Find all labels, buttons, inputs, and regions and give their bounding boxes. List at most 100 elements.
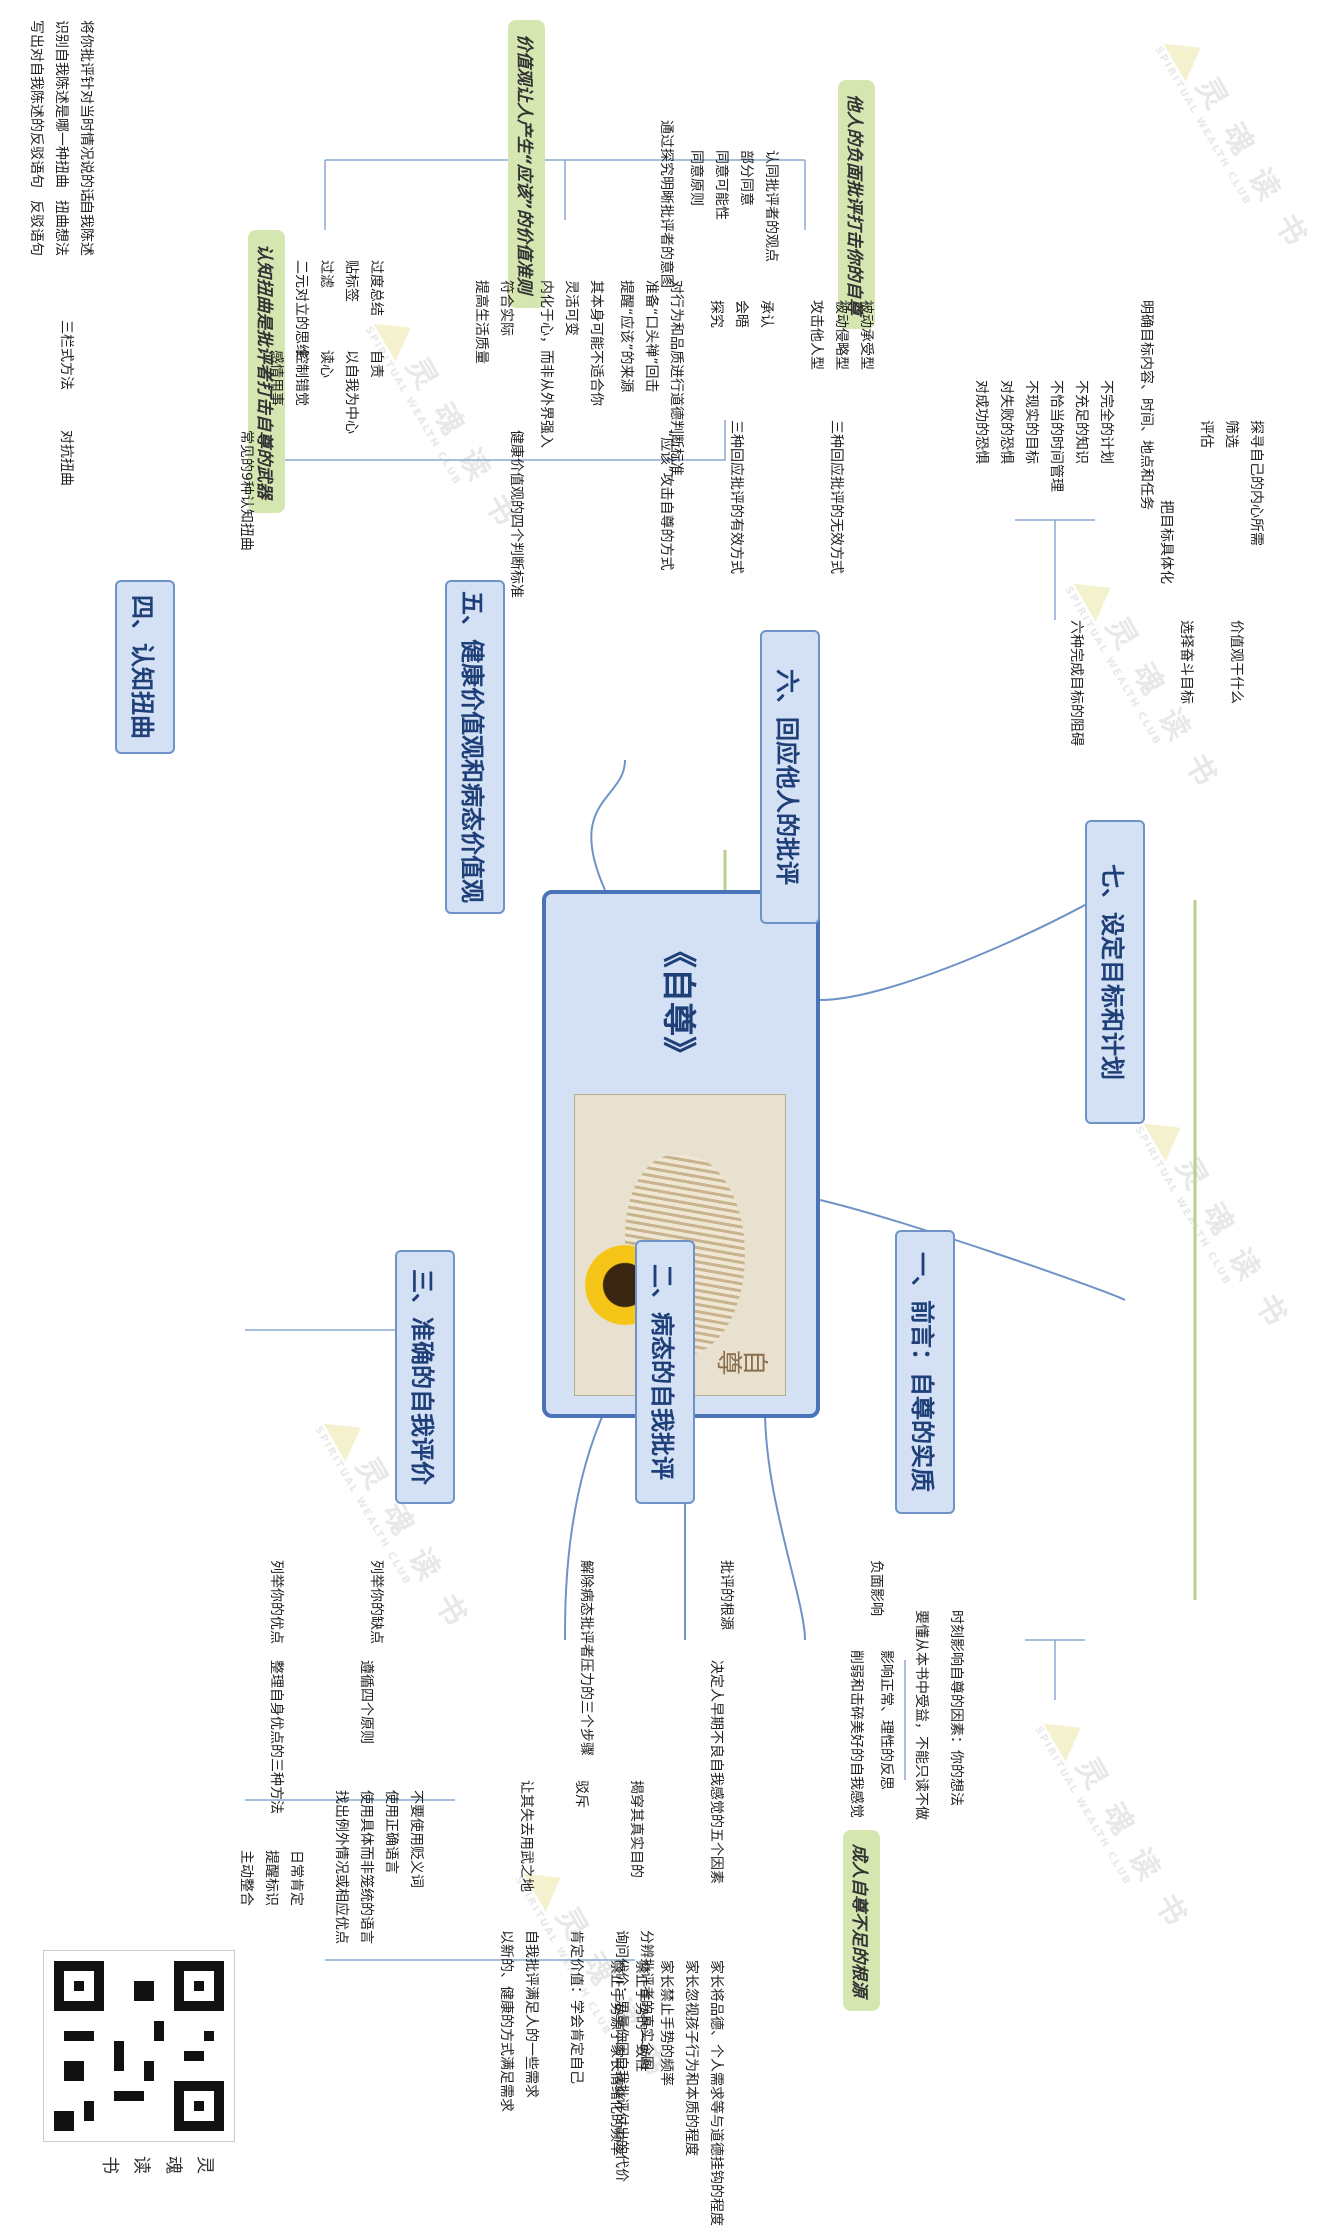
b7-c: 六种完成目标的阻碍 — [1068, 620, 1084, 746]
qr-code-image — [43, 1950, 235, 2142]
b3-left-item: 遵循四个原则 — [358, 1660, 374, 1744]
b2-step: 揭穿其真实目的 — [628, 1780, 644, 1878]
b4-col-item: 识别自我陈述是哪一种扭曲 — [53, 20, 69, 188]
b6-a: 三种回应批评的无效方式 — [828, 420, 844, 574]
b4-nine: 过度总结 — [368, 260, 384, 316]
b3-rule: 找出例外情况或相应优点 — [333, 1790, 349, 1944]
b5-green-note: 价值观让人产生“应该”的价值准则 — [508, 20, 545, 308]
b3-method: 主动整合 — [238, 1850, 254, 1906]
b2-factor: 家长忽视孩子行为和本质的程度 — [683, 1960, 699, 2156]
b5-b: 健康价值观的四个判断标准 — [508, 430, 524, 598]
b4-nine: 自责 — [368, 350, 384, 378]
b2-factor: 家长将品德、个人需求等与道德挂钩的程度 — [708, 1960, 724, 2226]
b2-step: 让其失去用武之地 — [518, 1780, 534, 1892]
b5-a-item: 准备“口头禅”回击 — [643, 280, 659, 393]
b2-step2-item: 肯定价值：学会肯定自己 — [568, 1930, 584, 2084]
b6-a-item: 被动承受型 — [858, 300, 874, 370]
b2-step: 驳斥 — [573, 1780, 589, 1808]
b3-right: 列举你的优点 — [268, 1560, 284, 1644]
b2-defuse: 解除病态批评者压力的三个步骤 — [578, 1560, 594, 1756]
b4-col: 自我陈述 — [78, 200, 94, 256]
b7-c-item: 不充足的知识 — [1073, 380, 1089, 464]
b5-a-item: 提醒“应该”的来源 — [618, 280, 634, 393]
b3-left: 列举你的缺点 — [368, 1560, 384, 1644]
b4-col-item: 将你批评针对当时情况说的话 — [78, 20, 94, 202]
b5-b-item: 提高生活质量 — [473, 280, 489, 364]
b5-a-sub: 内化于心，而非从外界强入 — [538, 280, 554, 448]
b3-method: 提醒标识 — [263, 1850, 279, 1906]
b4-nine: 贴标签 — [343, 260, 359, 302]
b4-left: 常见的9种认知扭曲 — [238, 430, 254, 551]
b6-a-item: 被动侵略型 — [833, 300, 849, 370]
b2-negative: 负面影响 — [868, 1560, 884, 1616]
b2-factor: 家长禁止手势的频率 — [658, 1960, 674, 2086]
b6-b-sub: 认同批评者的观点 — [763, 150, 779, 262]
b7-c-item: 对成功的恐惧 — [973, 380, 989, 464]
b5-a-sub: 灵活可变 — [563, 280, 579, 336]
brand-label: 灵 魂 读 书 — [97, 2153, 215, 2174]
b5-b-item: 符合实际 — [498, 280, 514, 336]
cover-title: 自尊 — [717, 1345, 769, 1375]
b1-item: 要懂从本书中受益，不能只读不做 — [913, 1610, 929, 1820]
b4-right-item: 三栏式方法 — [58, 320, 74, 390]
b2-source-item: 决定人早期不良自我感觉的五个因素 — [708, 1660, 724, 1884]
branch-2-node[interactable]: 二、病态的自我批评 — [635, 1240, 695, 1504]
b2-step3-item: 自我批评满足人的一些需求 — [523, 1930, 539, 2098]
b4-col: 扭曲想法 — [53, 200, 69, 256]
b1-item: 时刻影响自尊的因素：你的想法 — [948, 1610, 964, 1806]
b7-b-sub: 明确目标内容、时间、地点和任务 — [1138, 300, 1154, 510]
branch-5-node[interactable]: 五、健康价值观和病态价值观 — [445, 580, 505, 914]
b3-rule: 使用正确语言 — [383, 1790, 399, 1874]
b4-nine: 二元对立的思维 — [293, 260, 309, 358]
b4-nine: 以自我为中心 — [343, 350, 359, 434]
b3-rule: 使用具体而非笼统的语言 — [358, 1790, 374, 1944]
branch-1-node[interactable]: 一、前言：自尊的实质 — [895, 1230, 955, 1514]
b7-c-item: 不完全的计划 — [1098, 380, 1114, 464]
b7-b-item: 把目标具体化 — [1158, 500, 1174, 584]
b4-right: 对抗扭曲 — [58, 430, 74, 486]
branch-7-node[interactable]: 七、设定目标和计划 — [1085, 820, 1145, 1124]
branch-6-node[interactable]: 六、回应他人的批评 — [760, 630, 820, 924]
qr-code-icon — [44, 1951, 234, 2141]
b4-nine: 控制错觉 — [293, 350, 309, 406]
b4-nine: 过滤 — [318, 260, 334, 288]
b7-c-item: 不恰当的时间管理 — [1048, 380, 1064, 492]
b7-a-item: 探寻自己的内心所需 — [1248, 420, 1264, 546]
b6-b-sub: 通过探究明晰批评者的意图 — [658, 120, 674, 288]
branch-3-node[interactable]: 三、准确的自我评价 — [395, 1250, 455, 1504]
b7-a-item: 筛选 — [1223, 420, 1239, 448]
b2-step1-item: 分辨批评者的真实企图 — [638, 1930, 654, 2070]
b6-b-item: 探究 — [708, 300, 724, 328]
b7-a-item: 评估 — [1198, 420, 1214, 448]
b2-green-note: 成人自尊不足的根源 — [843, 1830, 880, 2011]
b4-col: 反驳语句 — [28, 200, 44, 256]
b2-step1-item: 询问代价：思量你因自我批评付出的代价 — [613, 1930, 629, 2182]
b2-neg-item: 影响正常、理性的反思 — [878, 1650, 894, 1790]
b5-a-item: 对行为和品质进行道德判断标准 — [668, 280, 684, 476]
b4-col-item: 写出对自我陈述的反驳语句 — [28, 20, 44, 188]
b4-nine: 感情用事 — [268, 350, 284, 406]
b6-b-sub: 同意可能性 — [713, 150, 729, 220]
b7-b: 选择奋斗目标 — [1178, 620, 1194, 704]
b7-c-item: 不现实的目标 — [1023, 380, 1039, 464]
b3-right-item: 整理自身优点的三种方法 — [268, 1660, 284, 1814]
b6-green-note: 他人的负面批评打击你的自尊 — [838, 80, 875, 329]
b4-nine: 读心 — [318, 350, 334, 378]
b6-a-item: 攻击他人型 — [808, 300, 824, 370]
b6-b-item: 会晤 — [733, 300, 749, 328]
b7-a: 价值观干什么 — [1228, 620, 1244, 704]
b6-b-sub: 部分同意 — [738, 150, 754, 206]
b5-a-sub: 其本身可能不适合你 — [588, 280, 604, 406]
b6-b-item: 承认 — [758, 300, 774, 328]
root-title: 《自尊》 — [658, 934, 698, 1070]
b6-b: 三种回应批评的有效方式 — [728, 420, 744, 574]
b6-b-sub: 同意原则 — [688, 150, 704, 206]
b7-c-item: 对失败的恐惧 — [998, 380, 1014, 464]
b3-method: 日常肯定 — [288, 1850, 304, 1906]
b3-rule: 不要使用贬义词 — [408, 1790, 424, 1888]
branch-4-node[interactable]: 四、认知扭曲 — [115, 580, 175, 754]
b2-source: 批评的根源 — [718, 1560, 734, 1630]
b2-neg-item: 削弱和击碎美好的自我感觉 — [848, 1650, 864, 1818]
